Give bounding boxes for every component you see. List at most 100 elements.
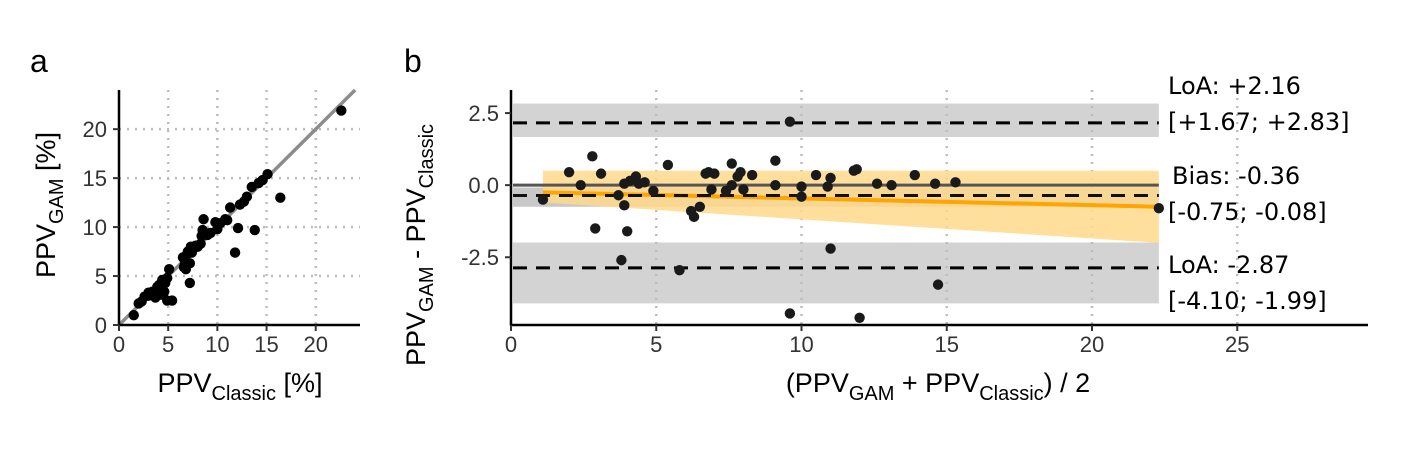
bias-label: Bias: -0.36	[1172, 162, 1300, 190]
b-y-ticks: 2.5 0.0 -2.5	[461, 101, 511, 270]
b-point-4	[590, 223, 601, 234]
a-ytick-label-4: 20	[83, 117, 107, 142]
b-x-ticks: 0 5 10 15 20 25	[505, 325, 1250, 357]
a-ytick-label-1: 5	[95, 264, 107, 289]
b-annotations: LoA: +2.16 [+1.67; +2.83] Bias: -0.36 [-…	[1168, 72, 1350, 315]
b-point-36	[796, 191, 807, 202]
a-xtick-label-3: 15	[254, 332, 278, 357]
b-point-26	[726, 158, 737, 169]
b-point-7	[616, 254, 627, 266]
b-point-24	[709, 168, 720, 179]
a-point-0	[128, 310, 139, 321]
b-point-19	[688, 211, 700, 223]
b-point-43	[851, 164, 862, 175]
b-point-29	[735, 166, 746, 178]
b-point-47	[909, 169, 921, 181]
loa-upper-band	[513, 103, 1159, 137]
b-point-10	[622, 226, 633, 237]
a-y-ticks: 0 5 10 15 20	[83, 117, 119, 338]
b-point-45	[871, 178, 883, 189]
a-point-16	[159, 286, 170, 297]
b-point-44	[854, 312, 865, 323]
b-point-38	[810, 169, 822, 181]
b-point-39	[825, 172, 836, 184]
b-ytick-label-2: -2.5	[461, 245, 499, 270]
bias-ci-label: [-0.75; -0.08]	[1168, 198, 1327, 226]
b-xtick-label-5: 25	[1225, 332, 1249, 357]
a-point-46	[224, 202, 236, 213]
loa-lower-band	[513, 242, 1159, 304]
b-point-34	[784, 308, 796, 319]
a-xtick-label-0: 0	[113, 332, 125, 357]
a-point-48	[232, 222, 244, 234]
loa-upper-ci-label: [+1.67; +2.83]	[1168, 108, 1350, 136]
b-point-46	[886, 179, 897, 191]
b-point-16	[662, 159, 674, 171]
a-point-35	[195, 238, 206, 249]
b-point-14	[639, 177, 650, 188]
panel-b: b 0 5 10 15 20 25 2.5 0.0 -2.5 (PPVGAM + PPVCla…	[401, 43, 1368, 405]
a-ytick-label-2: 10	[83, 215, 107, 240]
a-ytick-label-3: 15	[83, 166, 107, 191]
b-point-35	[784, 116, 796, 127]
b-point-23	[706, 184, 717, 195]
loa-lower-label: LoA: -2.87	[1168, 251, 1289, 279]
b-ytick-label-0: 2.5	[468, 101, 499, 126]
b-point-32	[770, 179, 781, 191]
panel-label-b: b	[404, 43, 422, 79]
b-point-9	[619, 200, 630, 211]
a-gridlines	[119, 90, 360, 325]
a-point-19	[162, 272, 173, 284]
b-point-17	[674, 265, 685, 276]
a-point-20	[163, 263, 175, 275]
b-xtick-label-0: 0	[505, 332, 517, 357]
b-point-48	[929, 178, 941, 189]
b-point-20	[694, 201, 706, 212]
a-y-axis-label: PPVGAM [%]	[31, 132, 68, 278]
b-point-40	[822, 181, 833, 192]
trend-line	[542, 190, 1159, 209]
b-point-37	[796, 181, 807, 192]
b-points	[537, 116, 1165, 323]
loa-lower-ci-label: [-4.10; -1.99]	[1168, 287, 1327, 315]
trend-confidence-band	[542, 170, 1159, 243]
b-xtick-label-1: 5	[650, 332, 662, 357]
b-point-49	[932, 279, 944, 290]
a-point-21	[166, 295, 178, 306]
a-x-axis-label: PPVClassic [%]	[158, 368, 323, 405]
b-point-27	[726, 179, 737, 191]
b-point-15	[648, 185, 659, 197]
panel-a: a 0 5 10 15 20 0 5 10 15 20 PPVClassic [%] PPVGA…	[30, 43, 360, 405]
b-y-axis-label: PPVGAM - PPVClassic	[401, 124, 438, 366]
a-point-38	[198, 214, 209, 225]
b-point-30	[738, 184, 749, 195]
a-point-56	[262, 169, 273, 180]
b-point-2	[575, 179, 586, 191]
b-point-5	[595, 168, 607, 179]
a-point-53	[249, 224, 260, 236]
b-point-6	[613, 190, 624, 201]
b-x-axis-label: (PPVGAM + PPVClassic) / 2	[786, 368, 1090, 405]
a-point-45	[222, 215, 233, 226]
a-x-ticks: 0 5 10 15 20	[113, 325, 328, 357]
b-point-33	[770, 155, 781, 166]
b-xtick-label-3: 15	[935, 332, 959, 357]
a-point-58	[336, 105, 347, 116]
panel-label-a: a	[30, 43, 48, 79]
b-trend	[542, 170, 1159, 243]
b-point-1	[563, 166, 575, 178]
b-xtick-label-4: 20	[1080, 332, 1104, 357]
b-point-41	[825, 243, 836, 254]
loa-upper-label: LoA: +2.16	[1168, 72, 1301, 100]
a-point-57	[275, 192, 286, 203]
b-point-3	[587, 151, 598, 162]
b-point-51	[1153, 203, 1165, 214]
b-point-31	[746, 169, 758, 181]
a-point-29	[184, 277, 196, 289]
a-point-51	[241, 191, 253, 202]
a-xtick-label-2: 10	[205, 332, 229, 357]
a-xtick-label-4: 20	[303, 332, 327, 357]
a-point-47	[229, 247, 241, 258]
b-xtick-label-2: 10	[789, 332, 813, 357]
